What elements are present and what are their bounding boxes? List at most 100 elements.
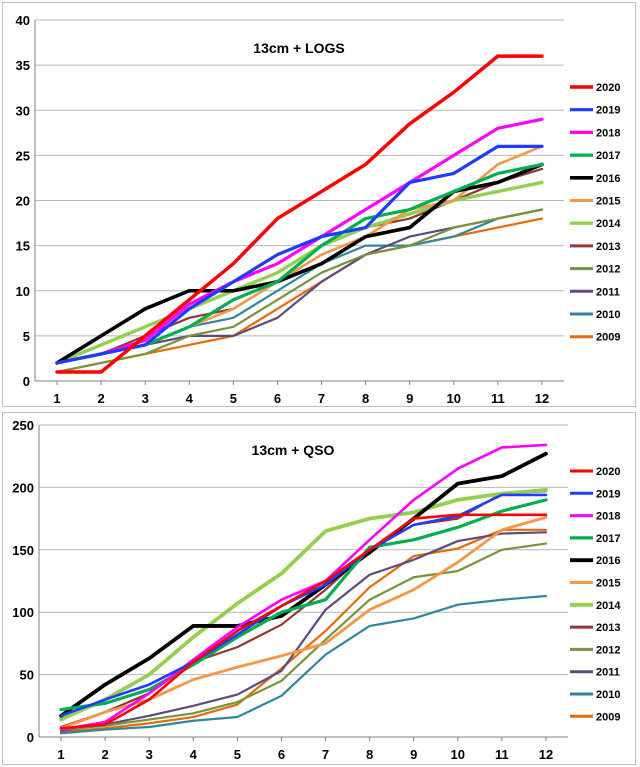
x-tick-label: 5	[230, 391, 237, 406]
legend-item-2016: 2016	[570, 555, 620, 567]
series-line-2014	[59, 487, 548, 722]
y-tick-label: 30	[16, 103, 30, 118]
series-line-2017	[59, 498, 548, 712]
x-tick-label: 11	[491, 391, 505, 406]
legend-label: 2011	[596, 286, 620, 298]
series-line-2011	[59, 531, 548, 732]
legend-item-2020: 2020	[570, 466, 620, 478]
y-tick-label: 15	[16, 239, 30, 254]
legend-item-2017: 2017	[570, 533, 620, 545]
legend-item-2011: 2011	[570, 286, 620, 298]
legend-item-2014: 2014	[570, 218, 621, 230]
y-tick-label: 0	[27, 730, 34, 745]
x-tick-label: 9	[410, 747, 417, 762]
legend-item-2012: 2012	[570, 644, 620, 656]
chart-panel-logs: 0 5 10 15 20 25 30 35 40 1 2 3 4 5 6 7 8 9 10 11 12 13cm + LO…	[2, 2, 636, 407]
y-tick-label: 50	[20, 668, 34, 683]
series-line-2015	[55, 145, 544, 365]
y-tick-label: 35	[16, 58, 30, 73]
x-tick-label: 8	[366, 747, 373, 762]
x-tick-label: 3	[146, 747, 153, 762]
legend: 2020 2019 2018 2017 2016 2015 2014 2013 2012 2011…	[570, 82, 621, 344]
legend-item-2016: 2016	[570, 173, 620, 185]
series-line-2015	[59, 515, 548, 730]
legend-item-2010: 2010	[570, 309, 620, 321]
x-tick-label: 1	[53, 391, 60, 406]
legend-label: 2017	[596, 533, 620, 545]
legend-label: 2019	[596, 105, 620, 117]
legend-label: 2019	[596, 488, 620, 500]
series-line-2014	[55, 180, 544, 365]
legend-label: 2012	[596, 264, 620, 276]
legend-label: 2014	[596, 218, 621, 230]
legend-item-2019: 2019	[570, 105, 620, 117]
legend-item-2019: 2019	[570, 488, 620, 500]
legend-label: 2018	[596, 127, 620, 139]
legend-label: 2017	[596, 150, 620, 162]
x-tick-label: 7	[318, 391, 325, 406]
legend-label: 2010	[596, 309, 620, 321]
series-line-2012	[59, 542, 548, 731]
chart-title: 13cm + QSO	[252, 442, 335, 458]
legend-label: 2009	[596, 332, 620, 344]
x-tick-label: 1	[57, 747, 64, 762]
legend-label: 2012	[596, 644, 620, 656]
x-tick-label: 3	[142, 391, 149, 406]
x-tick-label: 7	[322, 747, 329, 762]
legend-item-2013: 2013	[570, 241, 620, 253]
legend-label: 2015	[596, 578, 620, 590]
series-lines	[55, 54, 544, 374]
x-tick-label: 2	[98, 391, 105, 406]
x-tick-label: 9	[406, 391, 413, 406]
x-tick-label: 4	[190, 747, 198, 762]
legend-label: 2018	[596, 511, 620, 523]
legend-item-2009: 2009	[570, 332, 620, 344]
x-tick-label: 8	[362, 391, 369, 406]
y-tick-label: 5	[23, 329, 30, 344]
x-tick-label: 6	[274, 391, 281, 406]
series-line-2010	[59, 594, 548, 735]
x-tick-label: 12	[539, 747, 553, 762]
series-line-2019	[55, 144, 544, 365]
series-line-2009	[59, 528, 548, 734]
y-tick-label: 200	[12, 480, 34, 495]
series-lines	[59, 443, 548, 735]
legend-item-2018: 2018	[570, 127, 620, 139]
chart-panel-qso: 0 50 100 150 200 250 1 2 3 4 5 6 7 8 9 10 11 12 13cm + QSO…	[2, 412, 636, 765]
legend-item-2013: 2013	[570, 622, 620, 634]
legend-item-2017: 2017	[570, 150, 620, 162]
legend-item-2015: 2015	[570, 578, 620, 590]
legend-label: 2010	[596, 689, 620, 701]
chart-title: 13cm + LOGS	[253, 40, 344, 56]
series-line-2020	[59, 513, 548, 730]
legend-label: 2013	[596, 622, 620, 634]
legend-label: 2011	[596, 667, 620, 679]
x-tick-label: 6	[278, 747, 285, 762]
legend-label: 2020	[596, 82, 620, 94]
series-line-2016	[59, 451, 548, 718]
legend-item-2010: 2010	[570, 689, 620, 701]
legend-item-2012: 2012	[570, 264, 620, 276]
y-tick-label: 100	[12, 605, 34, 620]
x-tick-label: 11	[495, 747, 509, 762]
x-tick-label: 4	[186, 391, 194, 406]
y-tick-label: 10	[16, 284, 30, 299]
legend-item-2018: 2018	[570, 511, 620, 523]
y-tick-label: 150	[12, 543, 34, 558]
x-tick-label: 5	[234, 747, 241, 762]
x-tick-label: 10	[451, 747, 465, 762]
legend-label: 2013	[596, 241, 620, 253]
legend-item-2009: 2009	[570, 711, 620, 723]
legend-item-2015: 2015	[570, 196, 620, 208]
legend-item-2011: 2011	[570, 667, 620, 679]
legend-label: 2009	[596, 711, 620, 723]
legend-label: 2020	[596, 466, 620, 478]
legend-item-2020: 2020	[570, 82, 620, 94]
legend-label: 2016	[596, 555, 620, 567]
series-line-2020	[55, 54, 544, 374]
series-line-2013	[59, 490, 548, 729]
legend-label: 2014	[596, 600, 621, 612]
series-line-2018	[59, 443, 548, 731]
